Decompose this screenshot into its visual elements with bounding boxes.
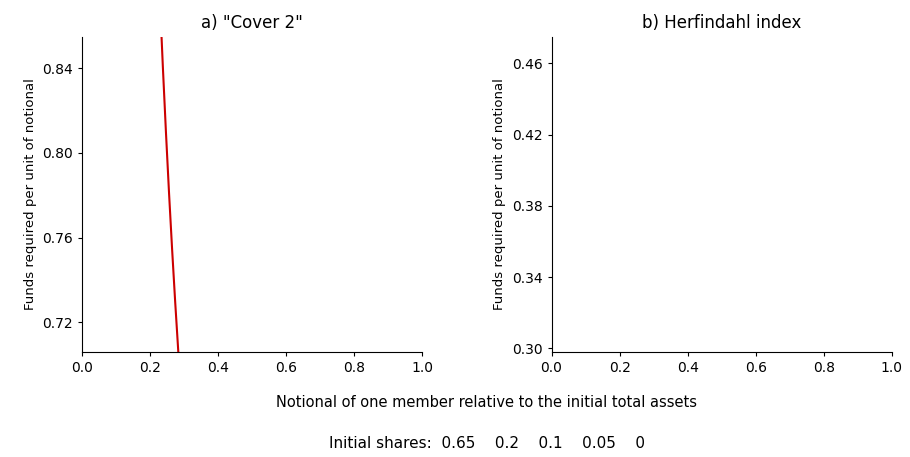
Title: b) Herfindahl index: b) Herfindahl index: [642, 14, 802, 32]
Y-axis label: Funds required per unit of notional: Funds required per unit of notional: [24, 78, 36, 310]
Y-axis label: Funds required per unit of notional: Funds required per unit of notional: [493, 78, 506, 310]
Text: Initial shares:  0.65    0.2    0.1    0.05    0: Initial shares: 0.65 0.2 0.1 0.05 0: [329, 436, 645, 452]
Text: Notional of one member relative to the initial total assets: Notional of one member relative to the i…: [277, 395, 697, 410]
Title: a) "Cover 2": a) "Cover 2": [201, 14, 303, 32]
